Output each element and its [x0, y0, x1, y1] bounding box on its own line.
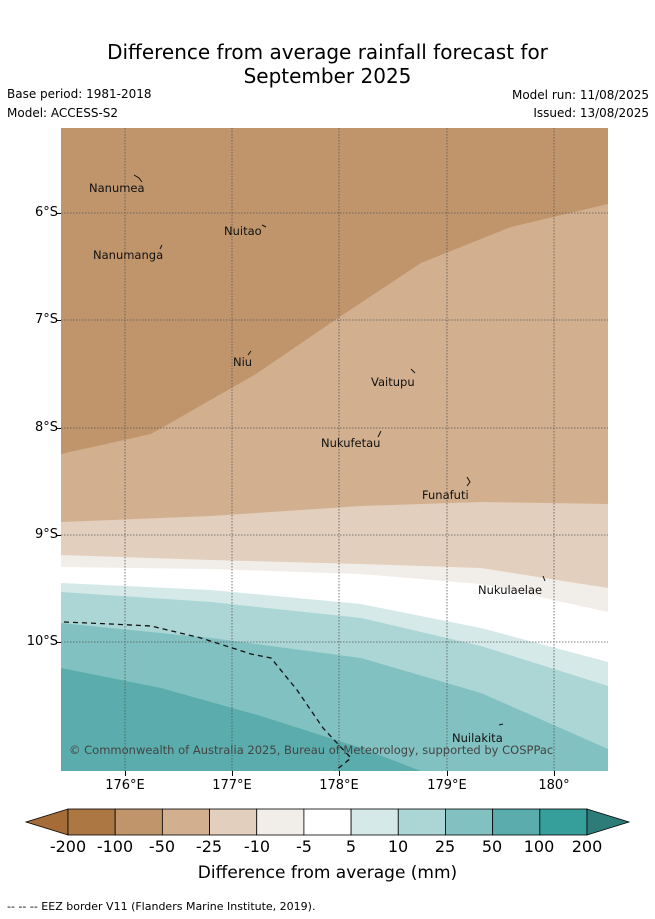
colorbar-label: 200 — [571, 837, 603, 856]
base-period: Base period: 1981-2018 — [7, 87, 152, 101]
lon-label: 180° — [538, 778, 570, 793]
colorbar-label: 50 — [481, 837, 503, 856]
place-label: Nanumea — [89, 181, 145, 195]
eez-legend-note: -- -- -- EEZ border V11 (Flanders Marine… — [7, 900, 316, 913]
title-line-1: Difference from average rainfall forecas… — [107, 40, 548, 64]
lon-label: 177°E — [212, 778, 252, 793]
colorbar-extension-low — [24, 808, 69, 836]
colorbar-cell — [539, 808, 588, 836]
colorbar-extension-high — [586, 808, 631, 836]
island-nuitao-shape — [261, 224, 267, 228]
lon-label: 176°E — [105, 778, 145, 793]
colorbar-label: -10 — [243, 837, 271, 856]
lon-tick — [339, 771, 340, 776]
lat-label: 6°S — [34, 205, 58, 220]
lat-label: 10°S — [26, 634, 58, 649]
lon-label: 178°E — [319, 778, 359, 793]
place-label: Nuilakita — [452, 731, 503, 745]
map-title: Difference from average rainfall forecas… — [0, 40, 655, 88]
lat-tick — [56, 320, 61, 321]
island-nukufetau-shape — [377, 430, 382, 438]
eez-border — [63, 621, 352, 771]
colorbar-cell — [350, 808, 399, 836]
lat-label: 8°S — [34, 420, 58, 435]
colorbar-cell — [445, 808, 494, 836]
place-label: Nuitao — [224, 224, 262, 238]
colorbar-label: 5 — [345, 837, 357, 856]
colorbar-title: Difference from average (mm) — [197, 863, 458, 883]
colorbar-cell — [397, 808, 446, 836]
place-label: Funafuti — [422, 488, 469, 502]
colorbar — [24, 808, 631, 836]
island-vaitupu-shape — [410, 368, 416, 374]
place-label: Nukulaelae — [478, 583, 542, 597]
colorbar-label: -100 — [96, 837, 134, 856]
place-label: Nukufetau — [321, 436, 380, 450]
colorbar-label: -200 — [49, 837, 87, 856]
island-nanumanga-shape — [159, 244, 163, 250]
lat-label: 7°S — [34, 312, 58, 327]
colorbar-cell — [303, 808, 352, 836]
lat-tick — [56, 535, 61, 536]
lat-label: 9°S — [34, 527, 58, 542]
lon-tick — [554, 771, 555, 776]
lon-tick — [447, 771, 448, 776]
colorbar-label: -50 — [148, 837, 176, 856]
place-label: Niu — [233, 355, 252, 369]
title-line-2: September 2025 — [243, 64, 412, 88]
colorbar-cell — [256, 808, 305, 836]
lon-tick — [125, 771, 126, 776]
island-nanumea-shape — [133, 174, 143, 183]
colorbar-label: -25 — [195, 837, 223, 856]
rainfall-map: Nanumea Nuitao Nanumanga Niu Vaitupu Nuk… — [61, 128, 608, 771]
colorbar-label: 25 — [434, 837, 456, 856]
issued-date: Issued: 13/08/2025 — [533, 106, 649, 120]
graticule — [61, 128, 608, 771]
model-name: Model: ACCESS-S2 — [7, 106, 119, 120]
colorbar-cell — [492, 808, 541, 836]
colorbar-cell — [67, 808, 116, 836]
island-nukulaelae-shape — [542, 575, 546, 582]
colorbar-cell — [161, 808, 210, 836]
place-label: Nanumanga — [93, 248, 163, 262]
place-label: Vaitupu — [371, 375, 415, 389]
colorbar-cells — [67, 808, 588, 836]
place-labels: Nanumea Nuitao Nanumanga Niu Vaitupu Nuk… — [89, 181, 542, 745]
lat-tick — [56, 428, 61, 429]
island-niu-shape — [247, 350, 252, 356]
model-run-date: Model run: 11/08/2025 — [511, 88, 649, 102]
island-outlines — [133, 174, 546, 726]
island-nuilakita-shape — [498, 723, 504, 726]
colorbar-cell — [209, 808, 258, 836]
colorbar-label: 10 — [387, 837, 409, 856]
colorbar-label: 100 — [523, 837, 555, 856]
copyright-notice: © Commonwealth of Australia 2025, Bureau… — [69, 743, 553, 757]
island-funafuti-shape — [466, 476, 471, 487]
lat-tick — [56, 642, 61, 643]
map-canvas: Nanumea Nuitao Nanumanga Niu Vaitupu Nuk… — [61, 128, 608, 771]
colorbar-cell — [114, 808, 163, 836]
colorbar-label: -5 — [296, 837, 312, 856]
band-plus-50 — [61, 668, 421, 771]
lon-tick — [232, 771, 233, 776]
lat-tick — [56, 213, 61, 214]
lon-label: 179°E — [427, 778, 467, 793]
